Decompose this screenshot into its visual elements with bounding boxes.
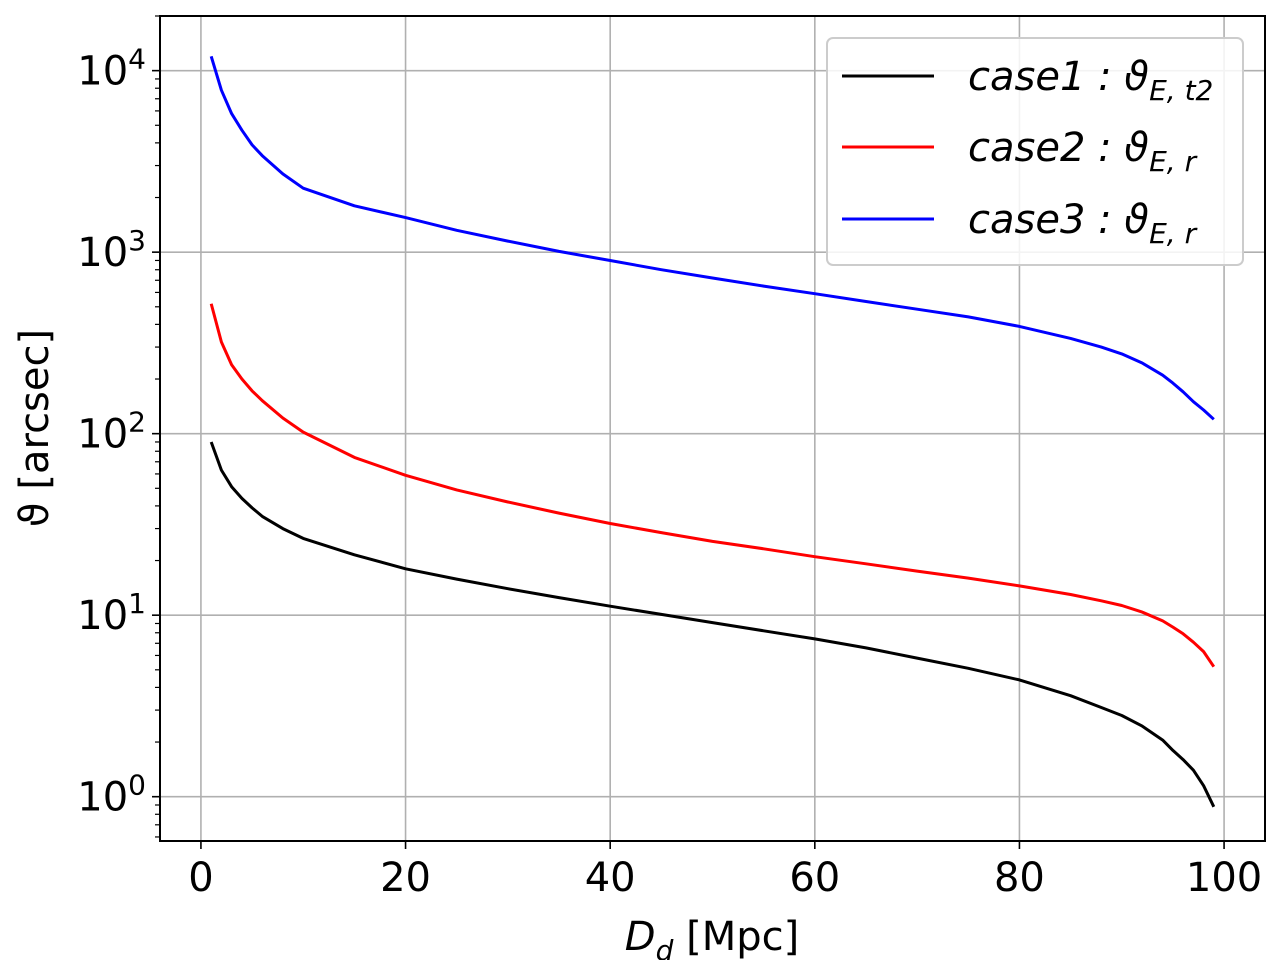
legend-label-case1-sub: E, t2 xyxy=(1149,74,1213,107)
x-tick-label: 100 xyxy=(1186,855,1262,901)
y-tick-label-base: 10 xyxy=(77,775,128,821)
y-tick-label-exponent: 2 xyxy=(128,406,146,439)
legend-frame xyxy=(826,37,1244,266)
x-axis-label-unit: [Mpc] xyxy=(673,914,799,960)
y-tick-label: 100 xyxy=(77,769,146,821)
series-line-case3 xyxy=(209,55,1215,421)
x-axis-label-subscript: d xyxy=(656,934,674,960)
x-tick-label: 80 xyxy=(994,855,1045,901)
legend-label-case3-sub: E, r xyxy=(1149,217,1197,250)
legend-label-case1: case1 : ϑE, t2 xyxy=(968,54,1213,107)
x-tick-label: 20 xyxy=(380,855,431,901)
y-tick-label: 101 xyxy=(77,587,146,639)
y-tick-label-exponent: 0 xyxy=(128,769,146,802)
legend-label-case3-main: case3 : ϑ xyxy=(968,197,1149,243)
x-tick-label: 40 xyxy=(585,855,636,901)
x-tick-label: 0 xyxy=(188,855,213,901)
legend-label-case2: case2 : ϑE, r xyxy=(968,125,1198,178)
y-tick-label: 102 xyxy=(77,406,146,458)
y-tick-label-base: 10 xyxy=(77,412,128,458)
y-tick-label-base: 10 xyxy=(77,230,128,276)
y-tick-label-base: 10 xyxy=(77,49,128,95)
legend: case1 : ϑE, t2 case2 : ϑE, r case3 : ϑE,… xyxy=(826,37,1244,266)
x-axis-ticks: 0 20 40 60 80 100 xyxy=(188,841,1262,901)
y-tick-label-exponent: 1 xyxy=(128,587,146,620)
legend-label-case2-main: case2 : ϑ xyxy=(968,125,1149,171)
x-axis-label-main: D xyxy=(625,914,656,960)
plot-frame xyxy=(159,15,1266,842)
series-lines xyxy=(209,55,1216,808)
series-line-case2 xyxy=(209,303,1216,668)
legend-label-case3: case3 : ϑE, r xyxy=(968,197,1198,250)
legend-label-case1-main: case1 : ϑ xyxy=(968,54,1149,100)
y-tick-label: 104 xyxy=(77,43,146,95)
y-tick-label-exponent: 3 xyxy=(128,224,146,257)
legend-label-case2-sub: E, r xyxy=(1149,145,1197,178)
series-line-case1 xyxy=(209,441,1216,808)
y-tick-label: 103 xyxy=(77,224,146,276)
y-axis-label: ϑ [arcsec] xyxy=(12,329,58,527)
y-tick-label-exponent: 4 xyxy=(128,43,146,76)
y-tick-label-base: 10 xyxy=(77,593,128,639)
x-tick-label: 60 xyxy=(789,855,840,901)
x-axis-label: Dd [Mpc] xyxy=(625,914,799,960)
